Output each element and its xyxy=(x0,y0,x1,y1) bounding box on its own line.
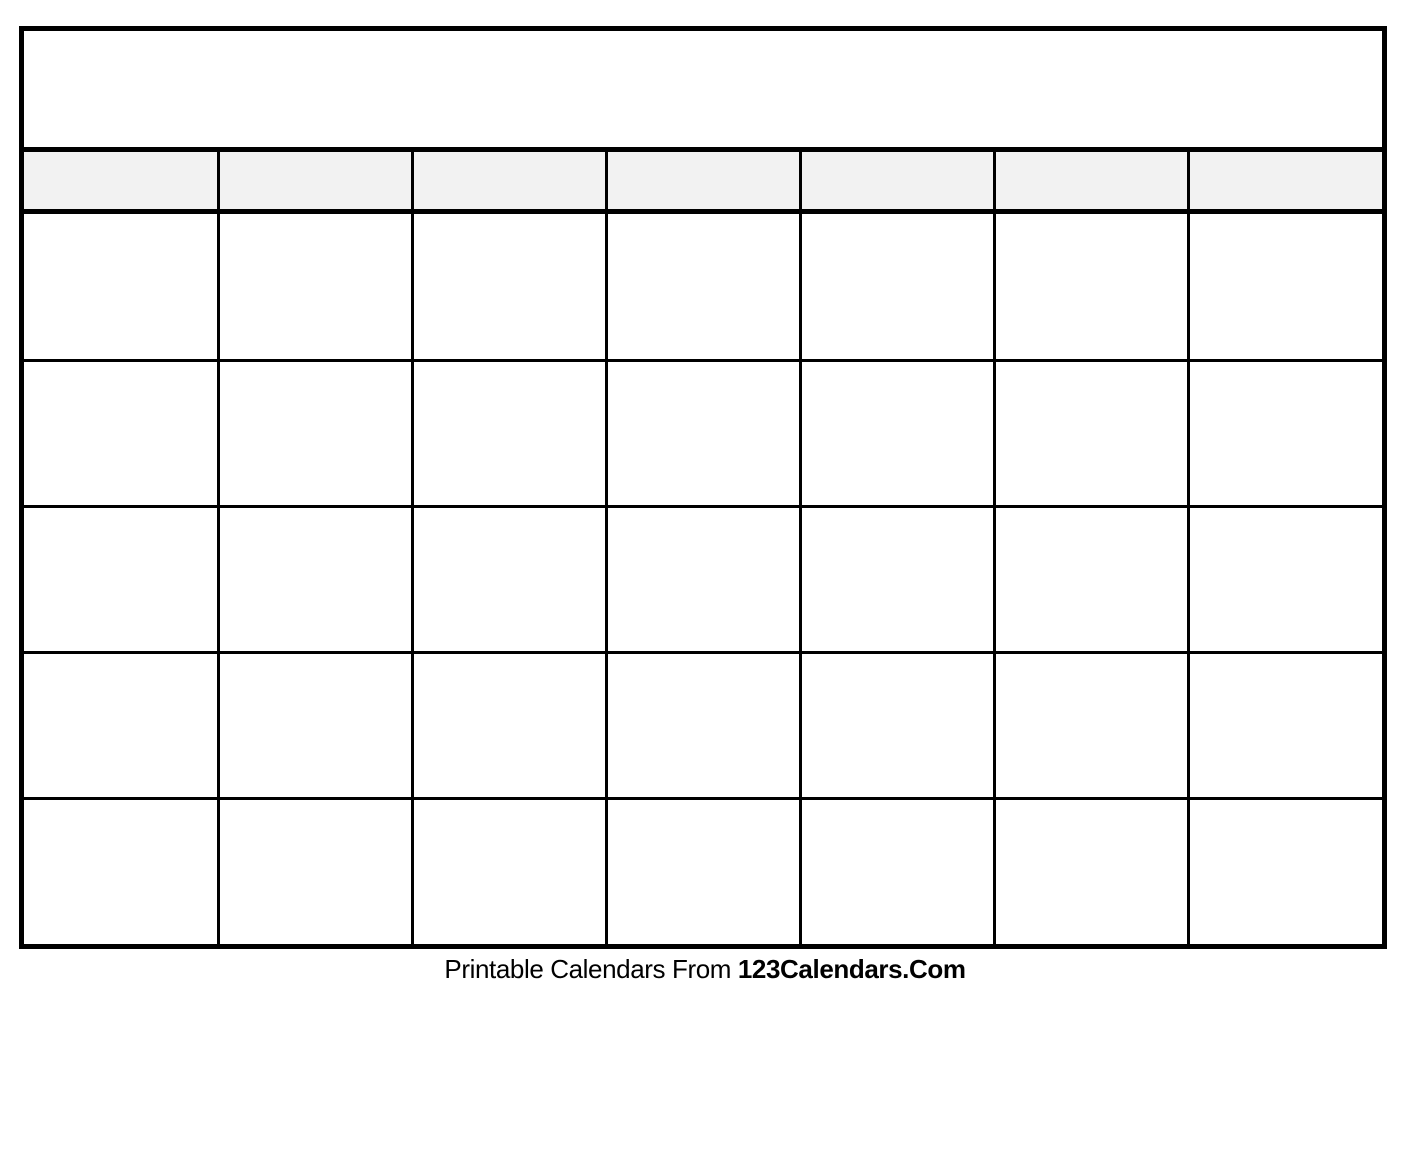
day-cell xyxy=(994,798,1188,944)
column-divider xyxy=(798,152,802,944)
day-cell xyxy=(1188,506,1382,652)
weekday-header-cell xyxy=(800,152,994,209)
day-cell xyxy=(800,506,994,652)
column-divider xyxy=(410,152,414,944)
day-cell xyxy=(994,506,1188,652)
day-cell xyxy=(218,652,412,798)
day-cell xyxy=(606,652,800,798)
day-cell xyxy=(24,798,218,944)
footer-credit: Printable Calendars From 123Calendars.Co… xyxy=(0,954,1403,985)
footer-prefix: Printable Calendars From xyxy=(444,954,738,984)
day-cell xyxy=(218,798,412,944)
row-divider xyxy=(24,504,1382,508)
calendar-grid xyxy=(19,26,1387,949)
day-cell xyxy=(800,798,994,944)
row-divider xyxy=(24,358,1382,362)
day-cell xyxy=(412,652,606,798)
weekday-header-cell xyxy=(606,152,800,209)
day-cell xyxy=(800,360,994,506)
column-divider xyxy=(604,152,608,944)
weekday-header-row xyxy=(24,147,1382,214)
weekday-header-cell xyxy=(994,152,1188,209)
day-cell xyxy=(1188,214,1382,360)
day-cell xyxy=(606,214,800,360)
day-cell xyxy=(412,214,606,360)
calendar-title xyxy=(24,31,1382,147)
day-cell xyxy=(1188,798,1382,944)
weekday-header-cell xyxy=(218,152,412,209)
day-cell xyxy=(24,214,218,360)
day-cell xyxy=(412,506,606,652)
day-cell xyxy=(24,652,218,798)
day-cell xyxy=(606,506,800,652)
day-cell xyxy=(994,360,1188,506)
day-cell xyxy=(606,798,800,944)
day-cell xyxy=(994,652,1188,798)
day-cell xyxy=(800,652,994,798)
row-divider xyxy=(24,796,1382,800)
day-cell xyxy=(606,360,800,506)
weekday-header-cell xyxy=(1188,152,1382,209)
footer-brand: 123Calendars.Com xyxy=(737,954,966,984)
day-cell xyxy=(412,798,606,944)
day-cell xyxy=(994,214,1188,360)
column-divider xyxy=(216,152,220,944)
day-cell xyxy=(218,360,412,506)
weekday-header-cell xyxy=(24,152,218,209)
day-cell xyxy=(412,360,606,506)
weekday-header-cell xyxy=(412,152,606,209)
day-cell xyxy=(1188,652,1382,798)
column-divider xyxy=(992,152,996,944)
row-divider xyxy=(24,650,1382,654)
day-cell xyxy=(218,214,412,360)
day-cell xyxy=(1188,360,1382,506)
day-cell xyxy=(218,506,412,652)
day-cell xyxy=(800,214,994,360)
day-cell xyxy=(24,360,218,506)
column-divider xyxy=(1186,152,1190,944)
day-cell xyxy=(24,506,218,652)
